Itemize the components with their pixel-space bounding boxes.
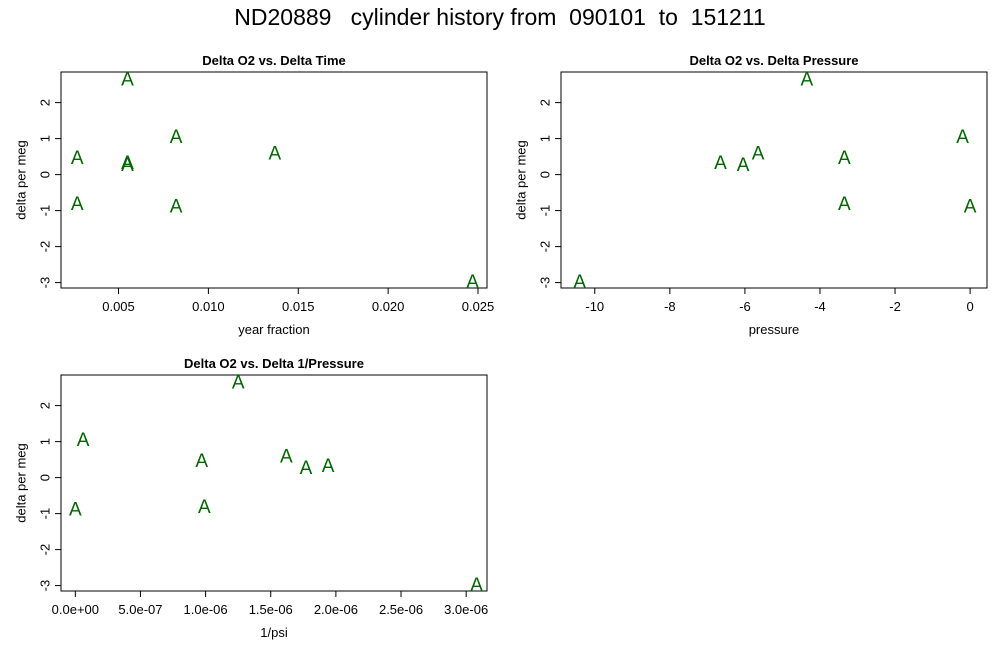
- data-point: A: [232, 372, 245, 393]
- data-point: A: [573, 272, 586, 293]
- y-axis-label: delta per meg: [13, 443, 28, 523]
- y-tick-label: 2: [537, 99, 552, 106]
- data-point: A: [170, 197, 183, 218]
- data-point: A: [71, 194, 84, 215]
- data-point: A: [737, 155, 750, 176]
- data-point: A: [800, 69, 813, 90]
- data-point: A: [121, 153, 134, 174]
- x-tick-label: 1.5e-06: [249, 602, 293, 617]
- x-tick-label: 0.0e+00: [52, 602, 99, 617]
- x-tick-label: 0: [966, 299, 973, 314]
- data-point: A: [280, 447, 293, 468]
- y-tick-label: -3: [537, 277, 552, 289]
- x-tick-label: 0.025: [462, 299, 495, 314]
- x-tick-label: -8: [664, 299, 676, 314]
- y-tick-label: 1: [537, 135, 552, 142]
- x-tick-label: -6: [739, 299, 751, 314]
- y-tick-label: 0: [37, 171, 52, 178]
- data-point: A: [300, 458, 313, 479]
- y-tick-label: 2: [37, 402, 52, 409]
- x-tick-label: 2.5e-06: [379, 602, 423, 617]
- data-point: A: [714, 153, 727, 174]
- x-tick-label: -4: [814, 299, 826, 314]
- y-axis-label: delta per meg: [513, 140, 528, 220]
- y-tick-label: 1: [37, 135, 52, 142]
- plot-title: Delta O2 vs. Delta 1/Pressure: [184, 356, 364, 371]
- y-tick-label: -1: [537, 205, 552, 217]
- data-point: A: [956, 127, 969, 148]
- x-axis-label: 1/psi: [260, 625, 288, 640]
- x-tick-label: -2: [889, 299, 901, 314]
- x-tick-label: 0.005: [102, 299, 135, 314]
- x-tick-label: 5.0e-07: [118, 602, 162, 617]
- data-point: A: [838, 194, 851, 215]
- plot-title: Delta O2 vs. Delta Time: [202, 53, 346, 68]
- x-axis-label: year fraction: [238, 322, 310, 337]
- data-point: A: [69, 500, 82, 521]
- y-tick-label: -1: [37, 508, 52, 520]
- x-tick-label: 3.0e-06: [444, 602, 488, 617]
- y-tick-label: -2: [37, 241, 52, 253]
- x-tick-label: 1.0e-06: [184, 602, 228, 617]
- main-title: ND20889 cylinder history from 090101 to …: [234, 4, 766, 30]
- y-tick-label: 0: [537, 171, 552, 178]
- plot-frame: [60, 71, 488, 289]
- y-tick-label: 1: [37, 438, 52, 445]
- data-point: A: [322, 456, 335, 477]
- data-point: A: [121, 155, 134, 176]
- y-tick-label: -2: [37, 544, 52, 556]
- data-point: A: [195, 451, 208, 472]
- data-point: A: [77, 430, 90, 451]
- plot-title: Delta O2 vs. Delta Pressure: [689, 53, 858, 68]
- data-point: A: [838, 148, 851, 169]
- x-tick-label: 0.010: [192, 299, 225, 314]
- x-tick-label: 0.015: [282, 299, 315, 314]
- plot-frame: [60, 374, 488, 592]
- y-tick-label: -2: [537, 241, 552, 253]
- y-tick-label: -3: [37, 580, 52, 592]
- x-tick-label: 0.020: [372, 299, 405, 314]
- data-point: A: [198, 497, 211, 518]
- data-point: A: [269, 144, 282, 165]
- y-tick-label: 2: [37, 99, 52, 106]
- x-axis-label: pressure: [749, 322, 800, 337]
- x-tick-label: -10: [585, 299, 604, 314]
- data-point: A: [964, 197, 977, 218]
- plot-frame: [560, 71, 988, 289]
- data-point: A: [71, 148, 84, 169]
- y-tick-label: -1: [37, 205, 52, 217]
- data-point: A: [170, 127, 183, 148]
- y-axis-label: delta per meg: [13, 140, 28, 220]
- data-point: A: [466, 272, 479, 293]
- data-point: A: [121, 69, 134, 90]
- data-point: A: [470, 575, 483, 596]
- x-tick-label: 2.0e-06: [314, 602, 358, 617]
- y-tick-label: 0: [37, 474, 52, 481]
- y-tick-label: -3: [37, 277, 52, 289]
- data-point: A: [752, 144, 765, 165]
